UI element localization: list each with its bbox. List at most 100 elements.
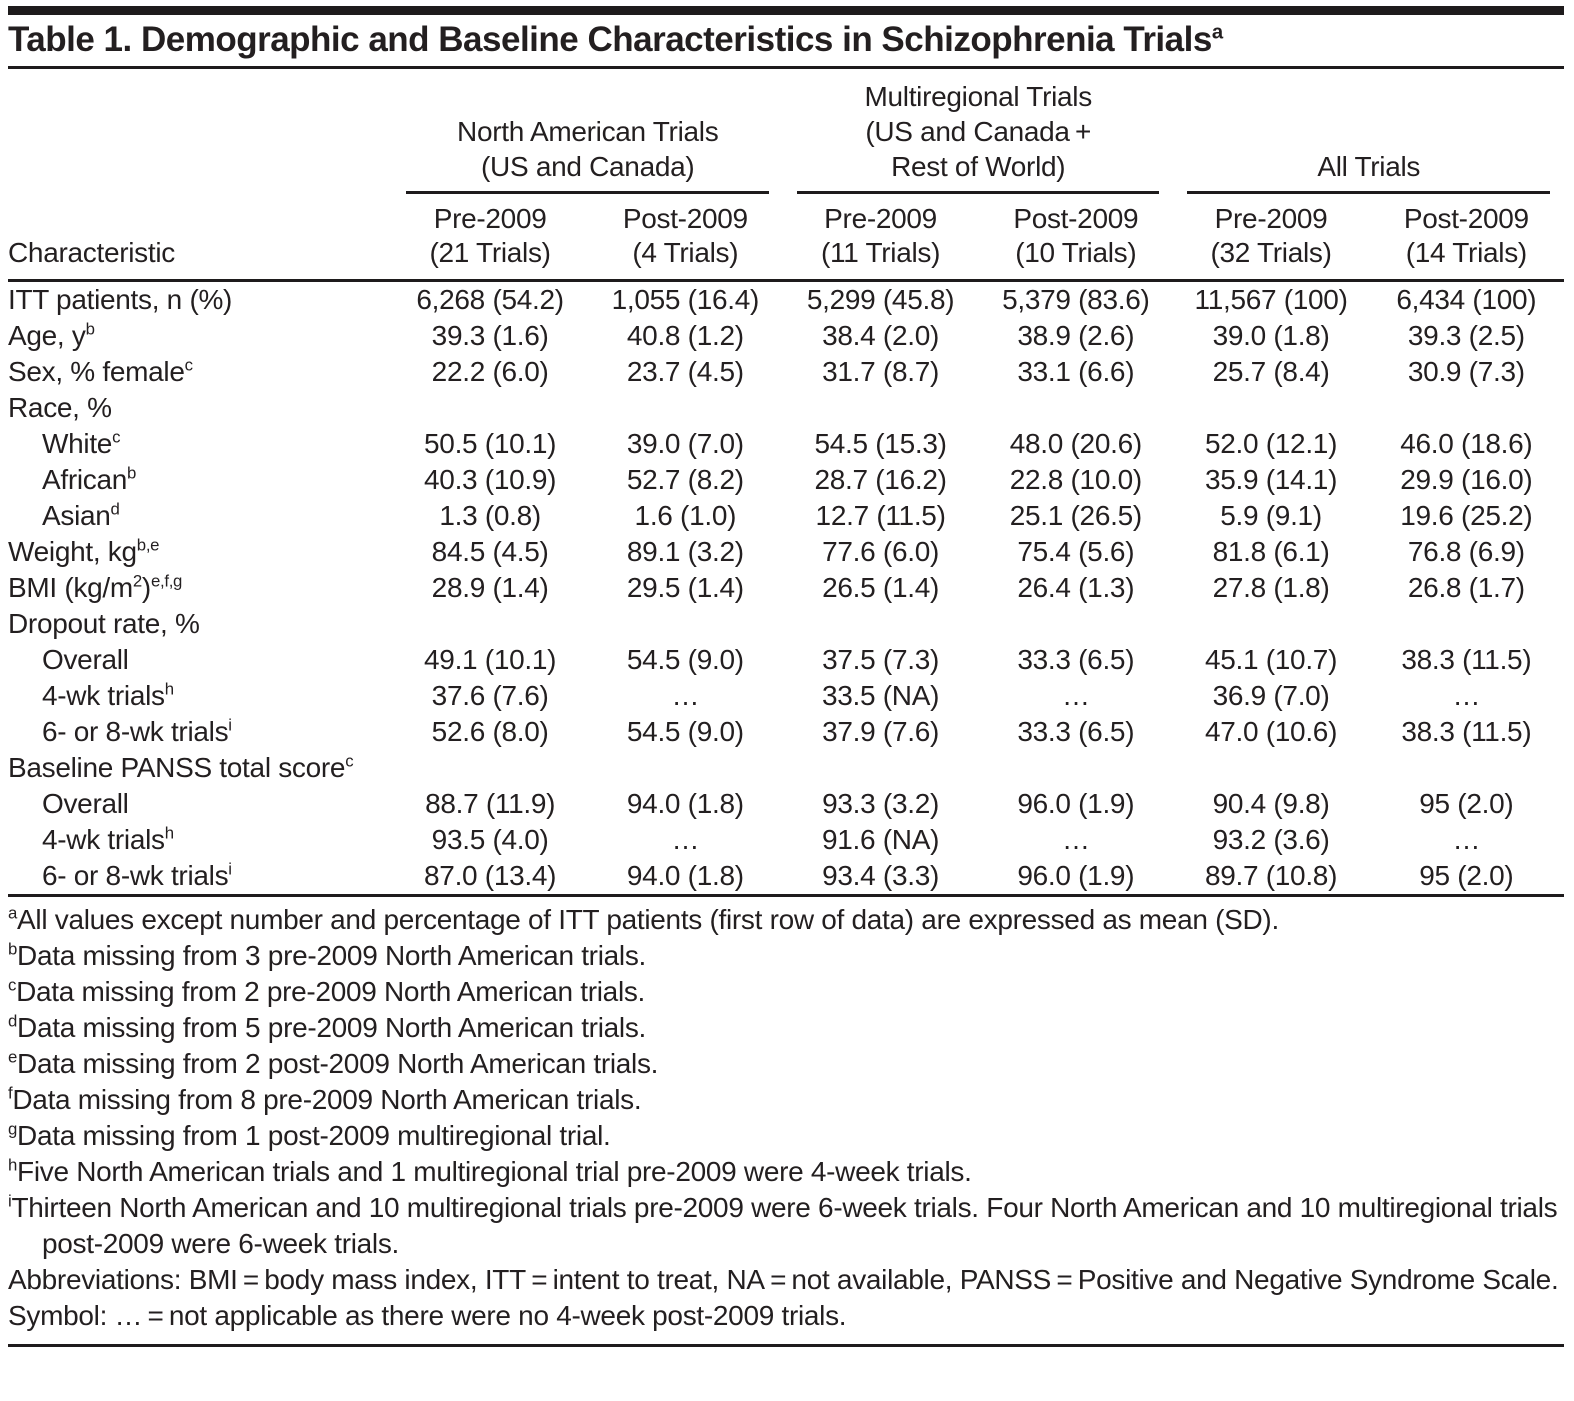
footnote: eData missing from 2 post-2009 North Ame… [8,1047,659,1079]
table-title: Table 1. Demographic and Baseline Charac… [8,19,1564,61]
row-label: Race, % [8,392,112,423]
table-row: 6- or 8-wk trialsi 52.6 (8.0) 54.5 (9.0) 37… [8,714,1564,750]
table-row: Weight, kgb,e 84.5 (4.5) 89.1 (3.2) 77.6 (6… [8,534,1564,570]
cell-value: 6,434 (100) [1396,284,1537,315]
footnote-marker: c [184,355,193,375]
column-header-line: (10 Trials) [1015,237,1137,268]
title-rule [8,66,1564,69]
table-row: 4-wk trialsh 37.6 (7.6) … 33.5 (NA) … 36.9 (7… [8,678,1564,714]
footnote-marker: c [8,975,17,995]
footnote-marker: c [112,427,121,447]
footnote-marker: g [8,1119,18,1139]
cell-value: 96.0 (1.9) [978,858,1174,897]
footnote-marker: h [164,679,174,699]
row-label: 6- or 8-wk trialsi [42,715,232,747]
cell-value: 93.5 (4.0) [431,824,549,855]
column-header-mr-post-2009: Post-2009 (10 Trials) [978,194,1174,282]
table-row: Overall 88.7 (11.9) 94.0 (1.8) 93.3 (3.2) 96… [8,786,1564,822]
cell-value: 27.8 (1.8) [1212,572,1330,603]
cell-value: 5,299 (45.8) [806,284,955,315]
row-label: BMI (kg/m2)e,f,g [8,571,183,603]
footnote-marker: b,e [136,535,160,555]
table-row: Asiand 1.3 (0.8) 1.6 (1.0) 12.7 (11.5) 25.1 … [8,498,1564,534]
cell-value: 38.3 (11.5) [1401,644,1532,675]
row-label: Baseline PANSS total scorec [8,751,354,783]
cell-value: 33.3 (6.5) [1017,716,1135,747]
cell-value: 29.9 (16.0) [1400,464,1533,495]
table-title-footnote-marker: a [1211,21,1223,44]
footnote: dData missing from 5 pre-2009 North Amer… [8,1011,646,1043]
footnote-marker: 2 [132,571,142,591]
cell-value: 54.5 (9.0) [626,716,744,747]
column-header-line: Pre-2009 [824,203,937,234]
footnote-marker: d [110,499,120,519]
footnote-marker: i [8,1191,12,1211]
cell-value: 38.3 (11.5) [1401,716,1532,747]
table-figure: Table 1. Demographic and Baseline Charac… [8,6,1564,1347]
column-header-line: Pre-2009 [1214,203,1328,234]
cell-value: 45.1 (10.7) [1204,644,1338,675]
group-line: (US and Canada + [865,116,1092,147]
column-header-characteristic: Characteristic [8,194,393,282]
cell-value [978,606,1173,642]
cell-value [1173,606,1368,642]
group-header-north-american-trials: North American Trials (US and Canada) [392,71,782,194]
cell-value: 54.5 (15.3) [814,428,947,459]
group-header-multiregional-trials-label: Multiregional Trials (US and Canada + Re… [796,79,1160,194]
cell-value: 5,379 (83.6) [1002,284,1150,315]
column-header-line: Post-2009 [622,203,748,234]
cell-value: 94.0 (1.8) [626,788,744,819]
cell-value: 31.7 (8.7) [822,356,939,387]
cell-value: … [1452,824,1481,855]
cell-value: 95 (2.0) [1419,788,1514,819]
column-header-na-pre-2009: Pre-2009 (21 Trials) [392,194,588,282]
column-header-line: (4 Trials) [632,237,739,268]
cell-value: 39.3 (2.5) [1407,320,1525,351]
cell-value: 12.7 (11.5) [815,500,946,531]
cell-value: 93.3 (3.2) [822,788,939,819]
cell-value: 52.6 (8.0) [431,716,549,747]
table-row: Overall 49.1 (10.1) 54.5 (9.0) 37.5 (7.3) 33… [8,642,1564,678]
cell-value: … [1061,824,1090,855]
cell-value: 50.5 (10.1) [424,428,557,459]
cell-value: 89.1 (3.2) [626,536,744,567]
cell-value: 30.9 (7.3) [1407,356,1525,387]
cell-value: 47.0 (10.6) [1204,716,1338,747]
cell-value: … [671,824,700,855]
row-label: Overall [42,644,129,675]
footnote: aAll values except number and percentage… [8,903,1279,935]
footnote: bData missing from 3 pre-2009 North Amer… [8,939,646,971]
cell-value: 37.6 (7.6) [431,680,549,711]
cell-value [392,606,587,642]
footnote: Abbreviations: BMI = body mass index, IT… [8,1264,1559,1295]
cell-value: 36.9 (7.0) [1212,680,1330,711]
cell-value: … [1452,680,1481,711]
cell-value: 1.3 (0.8) [439,500,541,531]
footnote-marker: i [228,859,232,879]
table-row: Dropout rate, % [8,606,1564,642]
cell-value [783,750,978,786]
cell-value: 96.0 (1.9) [1017,788,1135,819]
table-row: BMI (kg/m2)e,f,g 28.9 (1.4) 29.5 (1.4) 26.5… [8,570,1564,606]
cell-value [783,606,978,642]
cell-value: 77.6 (6.0) [822,536,939,567]
table-title-text: Table 1. Demographic and Baseline Charac… [8,20,1212,59]
footnote-marker: c [345,751,354,771]
cell-value [588,750,783,786]
column-header-line: (14 Trials) [1405,237,1527,268]
cell-value [1173,390,1368,426]
group-line: Multiregional Trials [864,81,1092,112]
cell-value: 93.4 (3.3) [782,858,979,897]
cell-value: 6,268 (54.2) [416,284,564,315]
column-header-line: Post-2009 [1403,203,1529,234]
row-label: Africanb [42,463,137,495]
cell-value: 81.8 (6.1) [1212,536,1330,567]
cell-value: 37.9 (7.6) [822,716,939,747]
demographics-table: North American Trials (US and Canada) Mu… [8,71,1564,897]
cell-value: 25.1 (26.5) [1009,500,1142,531]
column-header-line: (32 Trials) [1210,237,1332,268]
group-header-row: North American Trials (US and Canada) Mu… [8,71,1564,194]
cell-value: 19.6 (25.2) [1400,500,1533,531]
cell-value: 33.3 (6.5) [1017,644,1135,675]
cell-value: 39.0 (7.0) [626,428,744,459]
